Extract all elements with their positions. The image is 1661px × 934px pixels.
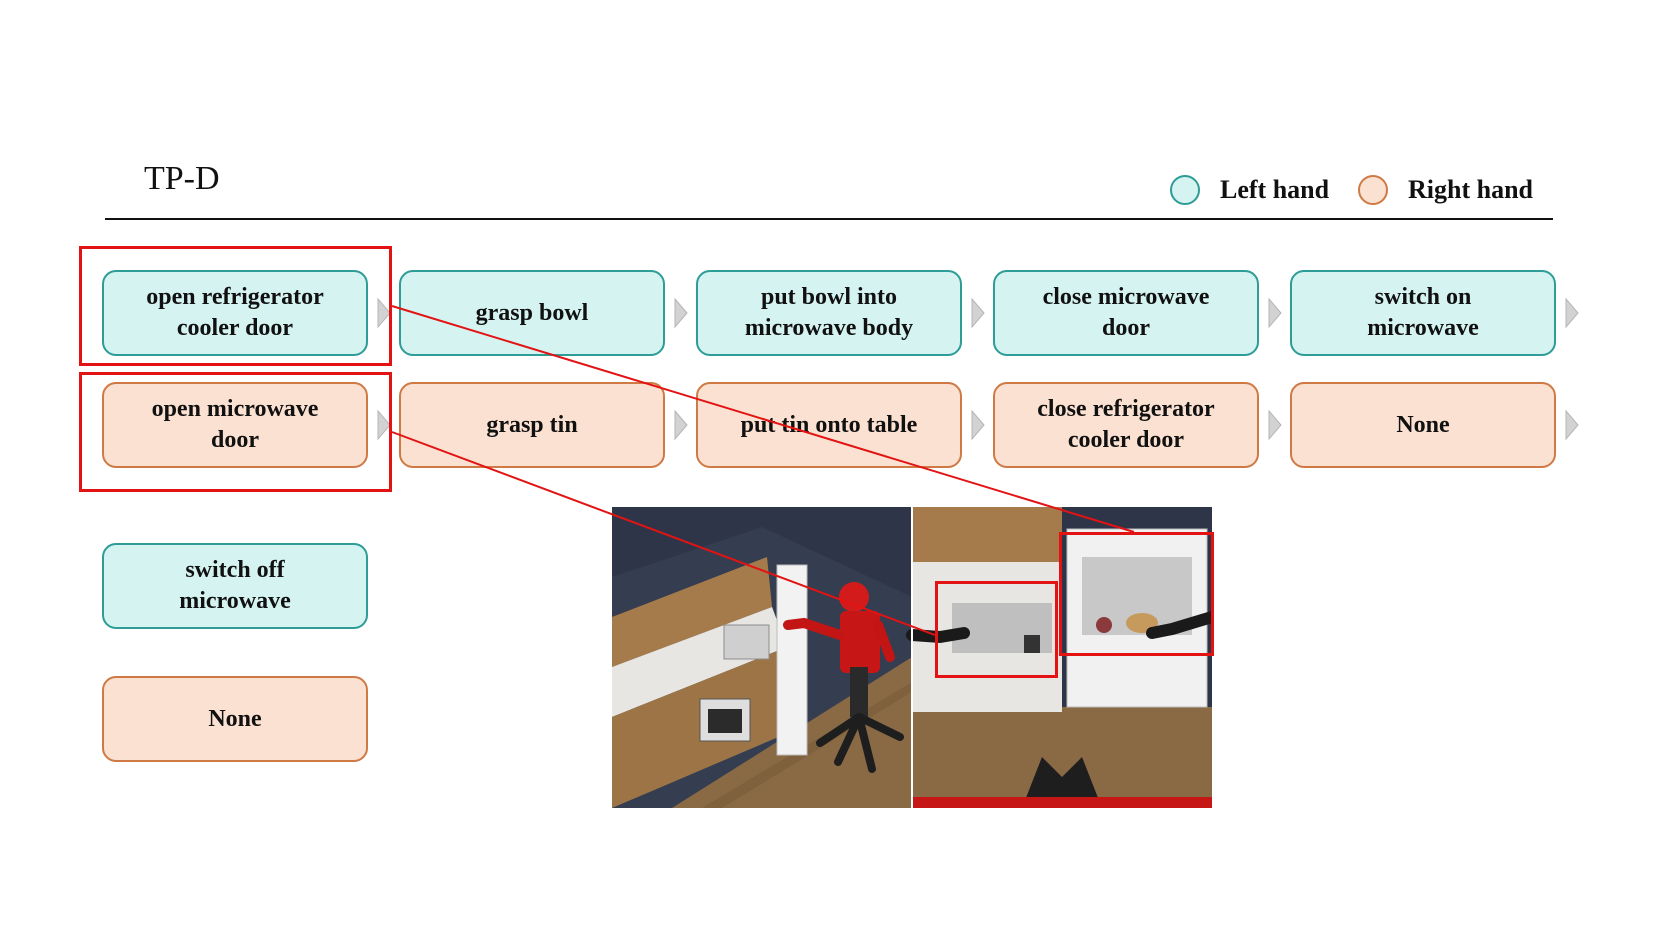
step-switch-on-microwave: switch on microwave bbox=[1290, 270, 1556, 356]
step-switch-off-microwave: switch off microwave bbox=[102, 543, 368, 629]
highlight-refrigerator-in-scene bbox=[1059, 532, 1214, 656]
step-close-refrigerator-cooler-door: close refrigerator cooler door bbox=[993, 382, 1259, 468]
arrow-right-icon bbox=[971, 298, 985, 328]
step-grasp-bowl: grasp bowl bbox=[399, 270, 665, 356]
step-grasp-tin: grasp tin bbox=[399, 382, 665, 468]
arrow-right-icon bbox=[971, 410, 985, 440]
title-divider bbox=[105, 218, 1553, 220]
highlight-open-refrigerator bbox=[79, 246, 392, 366]
legend-right-hand-label: Right hand bbox=[1408, 175, 1533, 204]
legend-left-hand-label: Left hand bbox=[1220, 175, 1330, 204]
step-none-right: None bbox=[1290, 382, 1556, 468]
legend-left-hand: Left hand bbox=[1170, 172, 1329, 208]
right-hand-swatch bbox=[1358, 175, 1388, 205]
arrow-right-icon bbox=[1268, 298, 1282, 328]
step-put-bowl-into-microwave: put bowl into microwave body bbox=[696, 270, 962, 356]
legend-right-hand: Right hand bbox=[1358, 172, 1533, 208]
arrow-right-icon bbox=[377, 410, 391, 440]
highlight-microwave-in-scene bbox=[935, 581, 1058, 678]
arrow-right-icon bbox=[377, 298, 391, 328]
left-hand-swatch bbox=[1170, 175, 1200, 205]
arrow-right-icon bbox=[1268, 410, 1282, 440]
step-open-refrigerator-cooler-door: open refrigerator cooler door bbox=[102, 270, 368, 356]
arrow-right-icon bbox=[1565, 410, 1579, 440]
arrow-right-icon bbox=[1565, 298, 1579, 328]
arrow-right-icon bbox=[674, 298, 688, 328]
step-none-next: None bbox=[102, 676, 368, 762]
step-close-microwave-door: close microwave door bbox=[993, 270, 1259, 356]
arrow-right-icon bbox=[674, 410, 688, 440]
page-title: TP-D bbox=[144, 160, 220, 197]
highlight-open-microwave bbox=[79, 372, 392, 492]
step-open-microwave-door: open microwave door bbox=[102, 382, 368, 468]
step-put-tin-onto-table: put tin onto table bbox=[696, 382, 962, 468]
